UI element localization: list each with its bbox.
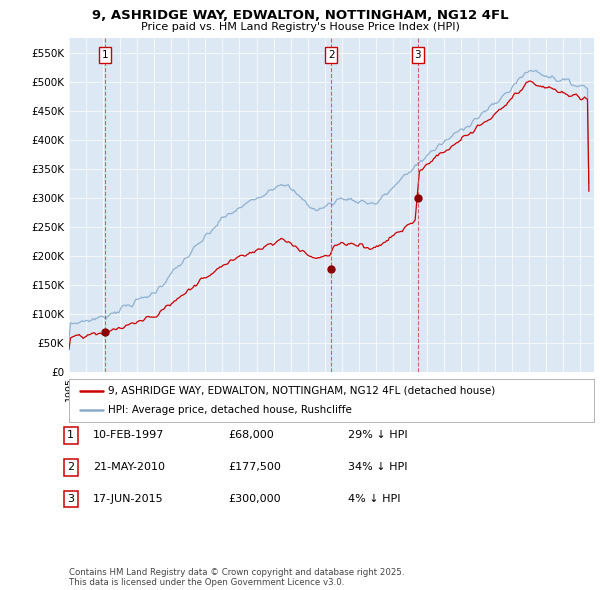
Text: 10-FEB-1997: 10-FEB-1997: [93, 431, 164, 440]
Text: 34% ↓ HPI: 34% ↓ HPI: [348, 463, 407, 472]
Text: 21-MAY-2010: 21-MAY-2010: [93, 463, 165, 472]
Text: £68,000: £68,000: [228, 431, 274, 440]
Text: 1: 1: [102, 50, 109, 60]
Text: 2: 2: [67, 463, 74, 472]
Text: 1: 1: [67, 431, 74, 440]
Text: HPI: Average price, detached house, Rushcliffe: HPI: Average price, detached house, Rush…: [109, 405, 352, 415]
Text: 3: 3: [415, 50, 421, 60]
Text: 3: 3: [67, 494, 74, 504]
Text: £300,000: £300,000: [228, 494, 281, 504]
Text: 9, ASHRIDGE WAY, EDWALTON, NOTTINGHAM, NG12 4FL: 9, ASHRIDGE WAY, EDWALTON, NOTTINGHAM, N…: [92, 9, 508, 22]
Text: £177,500: £177,500: [228, 463, 281, 472]
Text: 17-JUN-2015: 17-JUN-2015: [93, 494, 164, 504]
Text: 9, ASHRIDGE WAY, EDWALTON, NOTTINGHAM, NG12 4FL (detached house): 9, ASHRIDGE WAY, EDWALTON, NOTTINGHAM, N…: [109, 386, 496, 396]
Text: Price paid vs. HM Land Registry's House Price Index (HPI): Price paid vs. HM Land Registry's House …: [140, 22, 460, 32]
Text: Contains HM Land Registry data © Crown copyright and database right 2025.
This d: Contains HM Land Registry data © Crown c…: [69, 568, 404, 587]
Text: 2: 2: [328, 50, 334, 60]
Text: 29% ↓ HPI: 29% ↓ HPI: [348, 431, 407, 440]
Text: 4% ↓ HPI: 4% ↓ HPI: [348, 494, 401, 504]
